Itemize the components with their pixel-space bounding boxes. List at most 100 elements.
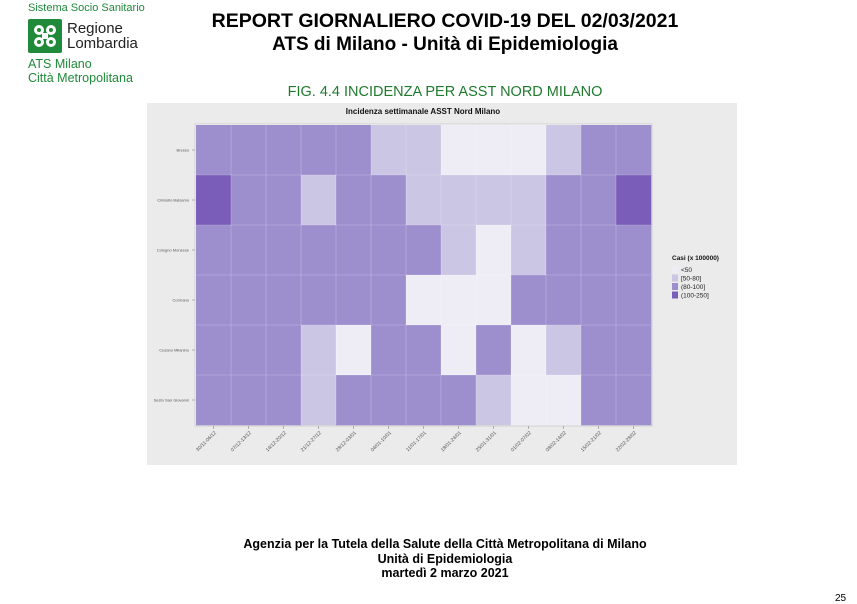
footer-agency: Agenzia per la Tutela della Salute della… [243,537,647,551]
heatmap-cell [616,375,652,426]
heatmap-cell [511,325,547,376]
heatmap-cell [581,275,617,326]
heatmap-cell [371,275,407,326]
heatmap-cell [546,375,582,426]
report-header: REPORT GIORNALIERO COVID-19 DEL 02/03/20… [190,10,700,56]
heatmap-cell [441,225,477,276]
heatmap-cell [266,225,302,276]
logo-mark-icon [28,19,62,53]
heatmap-cell [231,125,267,176]
y-tick-label: Sesto San Giovanni [154,398,189,403]
heatmap-cell [336,175,372,226]
heatmap-cell [336,225,372,276]
heatmap-cell [616,175,652,226]
heatmap-cell [406,375,442,426]
page-number: 25 [835,593,847,604]
logo-ats-line1: ATS Milano [28,57,92,71]
legend-swatch [672,283,678,290]
heatmap-cell [266,325,302,376]
heatmap-cell [196,325,232,376]
logo-region-line1: Regione [67,20,123,37]
heatmap-cell [231,325,267,376]
heatmap-svg: Incidenza settimanale ASST Nord Milano Br… [147,103,737,465]
y-tick-label: Bresso [177,148,190,153]
heatmap-cell [301,375,337,426]
heatmap-cell [266,275,302,326]
legend-label: [50-80] [681,276,701,283]
y-tick-label: Cusano Milanino [159,348,190,353]
y-tick-label: Cologno Monzese [157,248,190,253]
heatmap-cell [406,175,442,226]
heatmap-cell [511,175,547,226]
heatmap-cell [616,225,652,276]
heatmap-cell [231,225,267,276]
heatmap-cell [406,325,442,376]
heatmap-cell [546,275,582,326]
y-tick-label: Cormano [173,298,190,303]
legend-label: (80-100] [681,284,705,291]
heatmap-cell [196,275,232,326]
legend-swatch [672,274,678,282]
y-tick-label: Cinisello Balsamo [157,198,190,203]
heatmap-cell [476,375,512,426]
heatmap-cell [301,325,337,376]
heatmap-cell [371,225,407,276]
heatmap-cell [336,275,372,326]
legend-swatch [672,291,678,299]
heatmap-cell [301,275,337,326]
heatmap-cell [476,125,512,176]
heatmap-cell [546,125,582,176]
regione-lombardia-logo: Sistema Socio Sanitario Regione Lombardi… [28,2,178,90]
heatmap-cell [546,225,582,276]
heatmap-cell [371,325,407,376]
heatmap-cell [336,325,372,376]
figure-title: FIG. 4.4 INCIDENZA PER ASST NORD MILANO [287,84,603,100]
heatmap-cell [616,275,652,326]
heatmap-cell [231,375,267,426]
report-footer: Agenzia per la Tutela della Salute della… [200,537,690,581]
heatmap-cell [511,125,547,176]
heatmap-cell [476,225,512,276]
heatmap-cell [616,325,652,376]
heatmap-cell [301,225,337,276]
logo-region-text: Regione Lombardia [67,21,138,51]
heatmap-cell [406,225,442,276]
heatmap-cell [441,375,477,426]
heatmap-cell [371,375,407,426]
heatmap-cell [406,275,442,326]
heatmap-cell [441,325,477,376]
logo-ats-line2: Città Metropolitana [28,71,133,85]
heatmap-cell [196,375,232,426]
legend-label: <50 [681,267,692,274]
footer-date: martedì 2 marzo 2021 [381,566,509,580]
heatmap-cell [301,125,337,176]
heatmap-cell [196,175,232,226]
heatmap-cell [441,175,477,226]
heatmap-cell [581,375,617,426]
report-subtitle: ATS di Milano - Unità di Epidemiologia [272,34,618,55]
heatmap-cell [476,325,512,376]
chart-title: Incidenza settimanale ASST Nord Milano [346,107,501,116]
heatmap-cell [301,175,337,226]
heatmap-cell [196,225,232,276]
heatmap-cell [476,175,512,226]
footer-unit: Unità di Epidemiologia [377,551,513,566]
heatmap-cell [511,225,547,276]
heatmap-cell [581,175,617,226]
legend-title: Casi (x 100000) [672,255,719,262]
heatmap-cell [196,125,232,176]
heatmap-cell [511,275,547,326]
heatmap-cell [546,325,582,376]
heatmap-cell [476,275,512,326]
heatmap-cell [406,125,442,176]
heatmap-cell [581,125,617,176]
legend-label: (100-250] [681,293,709,300]
heatmap-cell [441,125,477,176]
heatmap-chart: Incidenza settimanale ASST Nord Milano Br… [147,103,737,465]
logo-system-text: Sistema Socio Sanitario [28,2,145,14]
logo-region-line2: Lombardia [67,35,138,52]
logo-ats-text: ATS Milano Città Metropolitana [28,57,133,85]
heatmap-cell [266,125,302,176]
heatmap-cell [336,375,372,426]
heatmap-cell [616,125,652,176]
